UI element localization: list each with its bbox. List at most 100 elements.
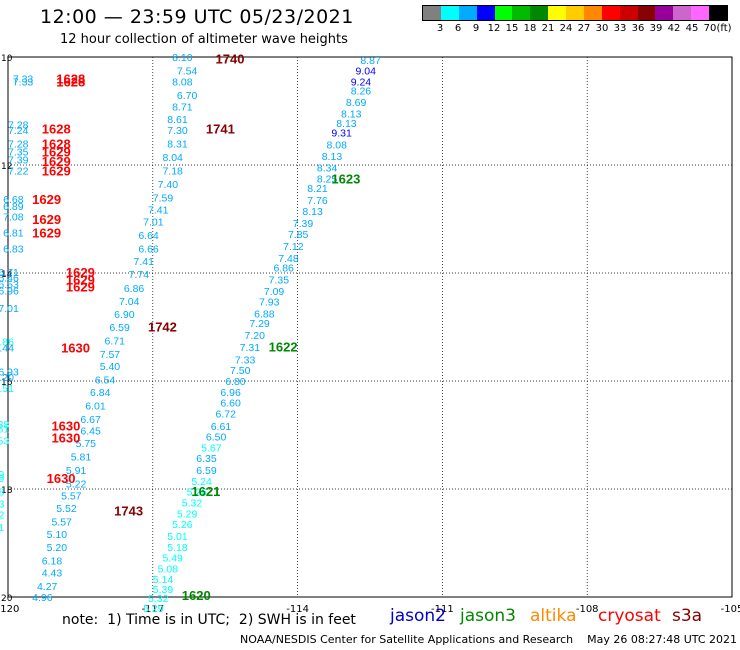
legend-swatch <box>476 6 495 20</box>
swh-value: 5.26 <box>187 487 208 499</box>
swh-value: 5.24 <box>191 476 212 488</box>
swh-value: 7.48 <box>278 253 299 265</box>
swh-value: 7.01 <box>143 217 164 229</box>
swh-value: 6.67 <box>80 414 101 426</box>
swh-value: 7.01 <box>0 303 19 315</box>
swh-value: 4.27 <box>37 581 58 593</box>
swh-value: 5.89 <box>0 473 4 485</box>
swh-value: 6.59 <box>109 322 130 334</box>
swh-value: 6.88 <box>254 309 275 321</box>
swh-value: 5.61 <box>0 424 9 436</box>
legend-tick-label: 21 <box>541 23 555 34</box>
swh-value: 6.89 <box>3 201 24 213</box>
swh-value: 7.57 <box>100 349 121 361</box>
swh-value: 4.43 <box>42 568 63 580</box>
swh-value: 5.20 <box>47 542 68 554</box>
swh-value: 5.67 <box>201 442 222 454</box>
swh-value: 7.35 <box>269 274 290 286</box>
swh-value: 6.71 <box>105 336 126 348</box>
y-tick-label: 14 <box>1 270 13 280</box>
swh-value: 6.80 <box>225 376 246 388</box>
swh-value: 5.75 <box>76 438 97 450</box>
swh-value: 6.45 <box>80 426 101 438</box>
pass-number: 1628 <box>42 121 71 136</box>
swh-value: 9.24 <box>351 76 372 88</box>
swh-value: 8.08 <box>172 76 193 88</box>
pass-number: 1621 <box>191 484 220 499</box>
satellite-label: cryosat <box>598 606 661 626</box>
swh-value: 6.01 <box>85 400 106 412</box>
swh-value: 5.57 <box>61 490 82 502</box>
swh-value: 5.81 <box>71 452 92 464</box>
swh-value: 6.84 <box>90 387 111 399</box>
satellite-label: jason3 <box>460 606 516 626</box>
pass-number: 1629 <box>42 145 71 160</box>
swh-value: 7.93 <box>259 297 280 309</box>
x-tick-label: -114 <box>286 604 309 615</box>
satellite-label: jason2 <box>390 606 446 626</box>
swh-value: 5.29 <box>143 603 164 615</box>
swh-value: 8.25 <box>317 174 338 186</box>
swh-value: 6.86 <box>273 263 294 275</box>
swh-value: 5.38 <box>0 419 9 431</box>
swh-value: 5.73 <box>0 499 4 511</box>
swh-value: 7.74 <box>129 269 150 281</box>
credit-line: NOAA/NESDIS Center for Satellite Applica… <box>240 633 738 646</box>
swh-value: 8.69 <box>346 97 367 109</box>
legend-swatch <box>673 6 692 20</box>
swh-value: 8.31 <box>167 138 188 150</box>
swh-value: 6.50 <box>206 432 227 444</box>
swh-value: 6.96 <box>0 285 19 297</box>
legend-tick-label: 27 <box>577 23 591 34</box>
swh-value: 5.52 <box>56 503 77 515</box>
legend-swatch <box>566 6 584 20</box>
x-tick-label: -105 <box>721 604 740 615</box>
swh-value: 7.33 <box>235 354 256 366</box>
footer-note: note: 1) Time is in UTC; 2) SWH is in fe… <box>62 612 356 628</box>
pass-number: 1629 <box>32 192 61 207</box>
swh-value: 5.29 <box>177 508 198 520</box>
legend-swatch <box>458 6 477 20</box>
legend-swatch <box>512 6 531 20</box>
swh-value: 6.61 <box>211 421 232 433</box>
pass-number: 1743 <box>114 504 143 519</box>
swh-value: 4.96 <box>32 592 53 604</box>
swh-value: 6.86 <box>124 283 145 295</box>
swh-value: 7.28 <box>8 120 29 132</box>
swh-value: 6.90 <box>114 309 135 321</box>
swh-value: 6.20 <box>0 372 14 384</box>
swh-value: 5.31 <box>0 522 4 534</box>
swh-value: 6.44 <box>0 343 14 355</box>
legend-tick-label: 36 <box>631 23 645 34</box>
swh-value: 7.30 <box>167 125 188 137</box>
swh-value: 7.39 <box>8 155 29 167</box>
swh-value: 5.18 <box>167 542 188 554</box>
swh-value: 7.76 <box>307 195 328 207</box>
swh-value: 7.50 <box>230 365 251 377</box>
swh-value: 7.54 <box>177 66 198 78</box>
swh-value: 9.31 <box>331 128 352 140</box>
pass-number: 1629 <box>66 280 95 295</box>
pass-number: 1629 <box>42 154 71 169</box>
legend-tick-label: 12 <box>487 23 501 34</box>
swh-value: 8.34 <box>317 163 338 175</box>
satellite-label: s3a <box>672 606 703 626</box>
pass-number: 1630 <box>51 431 80 446</box>
swh-value: 5.26 <box>172 519 193 531</box>
pass-number: 1742 <box>148 319 177 334</box>
swh-value: 6.60 <box>220 398 241 410</box>
satellite-label: altika <box>530 606 577 626</box>
legend-tick-label: 18 <box>523 23 537 34</box>
x-tick-label: -108 <box>576 604 599 615</box>
y-tick-label: 18 <box>1 486 13 496</box>
pass-number: 1628 <box>56 74 85 89</box>
swh-value: 5.28 <box>0 487 4 499</box>
pass-number: 1623 <box>331 172 360 187</box>
swh-value: 5.32 <box>182 498 203 510</box>
legend-tick-label: 39 <box>649 23 663 34</box>
x-tick-label: -117 <box>141 604 164 615</box>
swh-value: 6.46 <box>0 272 19 284</box>
swh-value: 7.40 <box>158 179 179 191</box>
swh-value: 7.35 <box>8 147 29 159</box>
legend-tick-label: 9 <box>472 23 480 34</box>
